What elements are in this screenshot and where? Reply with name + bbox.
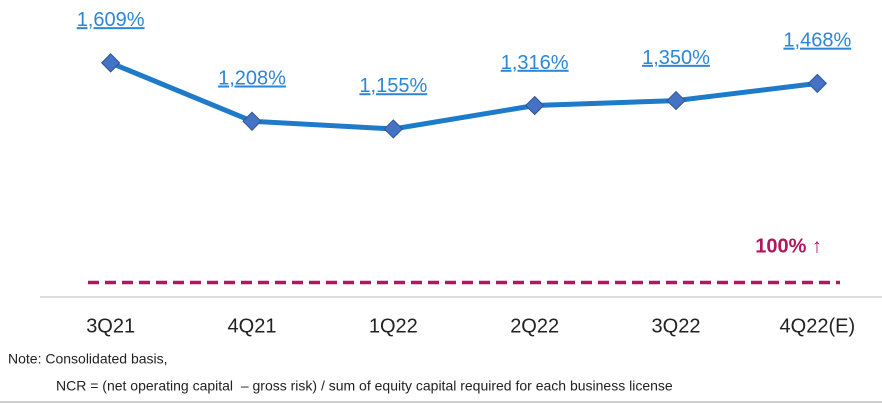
x-tick-label: 4Q22(E) bbox=[780, 315, 856, 337]
marker bbox=[807, 73, 828, 94]
value-label: 1,609% bbox=[77, 9, 145, 31]
marker bbox=[100, 53, 121, 73]
note: NCR = (net operating capital – gross ris… bbox=[56, 378, 673, 394]
value-label: 1,155% bbox=[359, 75, 427, 97]
x-tick-label: 4Q21 bbox=[228, 315, 277, 337]
reference-label: 100% ↑ bbox=[755, 236, 822, 258]
value-label: 1,468% bbox=[783, 30, 851, 52]
series-line bbox=[109, 60, 818, 132]
x-tick-label: 3Q22 bbox=[652, 315, 701, 337]
x-tick-label: 1Q22 bbox=[369, 315, 418, 337]
marker bbox=[383, 119, 404, 139]
marker bbox=[524, 95, 545, 116]
value-label: 1,350% bbox=[642, 47, 710, 69]
marker bbox=[242, 111, 262, 131]
note: Note: Consolidated basis, bbox=[8, 351, 168, 367]
value-label: 1,208% bbox=[218, 68, 286, 90]
x-tick-label: 3Q21 bbox=[86, 315, 135, 337]
x-tick-label: 2Q22 bbox=[510, 315, 559, 337]
value-label: 1,316% bbox=[501, 52, 569, 74]
marker bbox=[666, 90, 686, 111]
